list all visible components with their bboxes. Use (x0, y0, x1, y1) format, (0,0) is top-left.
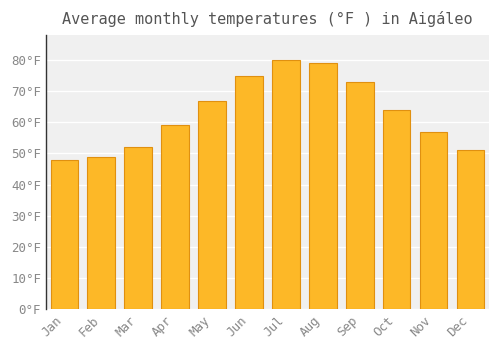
Bar (198, 100, 226, 309)
Bar (162, 125, 189, 309)
Bar (235, 76, 263, 309)
Title: Average monthly temperatures (°F ) in Aigáleo: Average monthly temperatures (°F ) in Ai… (62, 11, 472, 27)
Bar (50, 160, 78, 309)
Bar (309, 63, 336, 309)
Bar (88, 156, 115, 309)
Bar (383, 110, 410, 309)
Bar (456, 150, 484, 309)
Bar (124, 147, 152, 309)
Bar (272, 60, 299, 309)
Bar (346, 82, 374, 309)
Bar (420, 132, 448, 309)
